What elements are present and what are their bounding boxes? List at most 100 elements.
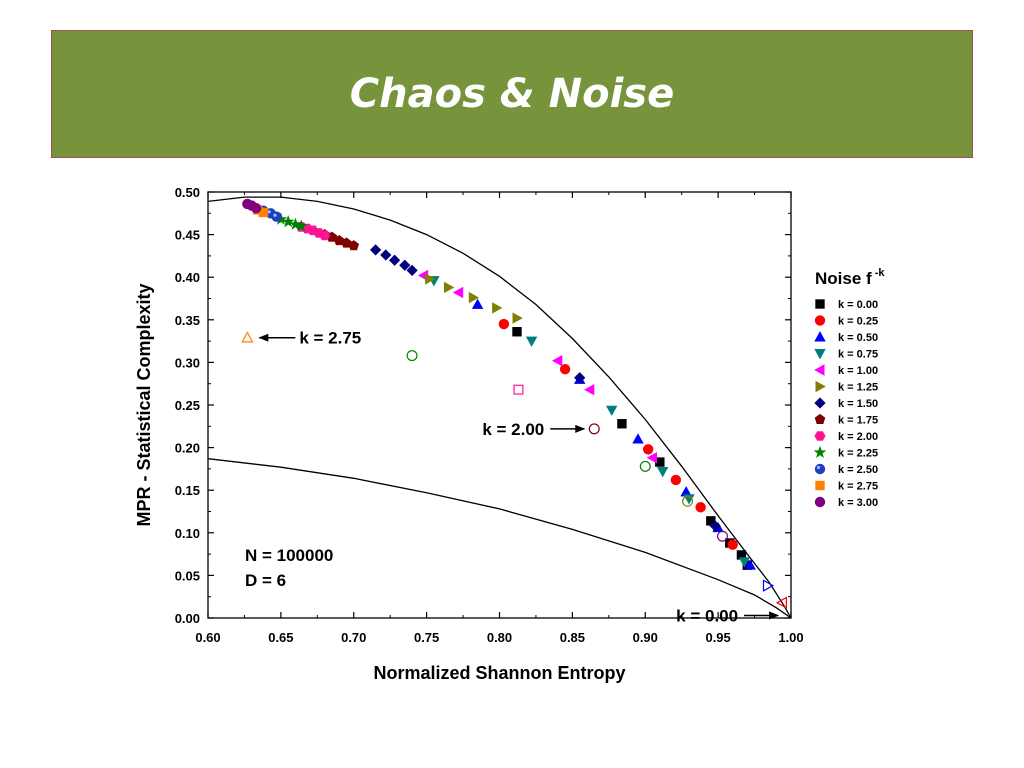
data-point-series-9	[289, 217, 302, 230]
legend-marker-3	[814, 348, 826, 360]
legend-label: k = 0.75	[838, 349, 878, 361]
y-tick-label: 0.30	[175, 355, 200, 370]
legend-marker-5	[815, 380, 826, 393]
y-tick-label: 0.15	[175, 483, 200, 498]
data-point-series-6	[709, 520, 721, 532]
data-point-series-0	[512, 327, 522, 337]
x-tick-label: 1.00	[778, 630, 803, 645]
data-point-series-7	[348, 240, 360, 251]
legend-label: k = 2.50	[838, 464, 878, 476]
slide-title-bar: Chaos & Noise	[51, 30, 973, 158]
legend-label: k = 1.50	[838, 398, 878, 410]
y-tick-label: 0.20	[175, 441, 200, 456]
legend-marker-8	[814, 431, 826, 441]
legend-marker-9	[813, 445, 827, 458]
data-point-series-1	[642, 444, 654, 455]
data-point-series-4	[551, 354, 563, 367]
data-point-series-5	[443, 281, 455, 294]
legend-label: k = 1.00	[838, 365, 878, 377]
legend-marker-2	[814, 331, 826, 342]
data-point-series-2	[471, 298, 484, 309]
legend-marker-6	[814, 397, 826, 409]
open-point-series-11	[241, 331, 254, 343]
open-point-series-7	[588, 423, 600, 435]
legend-marker-11	[815, 480, 825, 491]
data-point-series-5	[468, 291, 480, 304]
open-point-series-2	[762, 579, 775, 592]
x-tick-label: 0.60	[195, 630, 220, 645]
data-point-series-1	[559, 364, 571, 375]
open-point-series-5	[682, 495, 694, 507]
info-text: D = 6	[245, 571, 286, 590]
x-tick-label: 0.95	[705, 630, 730, 645]
data-point-series-1	[498, 318, 510, 330]
x-tick-label: 0.65	[268, 630, 293, 645]
legend-title: Noise f -k	[815, 267, 885, 288]
open-point-series-9	[639, 460, 651, 472]
x-tick-label: 0.70	[341, 630, 366, 645]
info-text: N = 100000	[245, 546, 333, 565]
legend-label: k = 3.00	[838, 497, 878, 509]
data-point-series-3	[656, 466, 669, 478]
y-tick-label: 0.25	[175, 398, 200, 413]
data-point-series-9	[294, 219, 308, 232]
legend-label: k = 0.50	[838, 332, 878, 344]
legend-marker-10	[814, 463, 826, 475]
y-tick-label: 0.10	[175, 526, 200, 541]
legend-label: k = 2.75	[838, 481, 878, 493]
data-point-series-3	[605, 405, 618, 416]
data-point-series-0	[617, 419, 627, 429]
data-point-series-9	[281, 215, 295, 228]
data-point-series-3	[738, 557, 751, 568]
legend-label: k = 2.25	[838, 448, 878, 460]
legend-marker-12	[814, 496, 826, 508]
data-point-series-6	[369, 244, 382, 256]
data-point-series-10-highlight	[267, 210, 271, 214]
slide-title: Chaos & Noise	[349, 71, 675, 117]
legend-label: k = 2.00	[838, 431, 878, 443]
legend-label: k = 1.75	[838, 415, 878, 427]
data-point-series-6	[406, 264, 418, 277]
legend-marker-0	[815, 299, 825, 309]
data-point-series-2	[744, 559, 756, 570]
legend-marker-7	[814, 413, 826, 425]
x-axis-title: Normalized Shannon Entropy	[373, 663, 625, 683]
data-point-series-5	[512, 312, 523, 324]
open-point-series-1	[775, 596, 788, 609]
open-point-series-9	[406, 350, 418, 362]
y-tick-label: 0.45	[175, 228, 200, 243]
x-tick-label: 0.80	[487, 630, 512, 645]
open-point-series-8	[513, 384, 524, 395]
data-point-series-3	[525, 336, 538, 347]
y-axis-title: MPR - Statistical Complexity	[134, 283, 154, 526]
lower-bound-curve	[208, 458, 791, 618]
data-point-series-6	[380, 249, 392, 261]
legend-label: k = 1.25	[838, 382, 878, 394]
legend-marker-1	[814, 315, 826, 326]
x-tick-label: 0.90	[633, 630, 658, 645]
data-point-series-8	[319, 230, 331, 241]
annotation-label: k = 0.00	[676, 606, 738, 625]
legend-label: k = 0.25	[838, 316, 878, 328]
annotation-label: k = 2.75	[299, 329, 361, 348]
y-tick-label: 0.05	[175, 568, 200, 583]
data-point-series-1	[695, 502, 706, 513]
data-point-series-6	[574, 372, 586, 384]
data-point-series-1	[727, 539, 738, 550]
y-tick-label: 0.00	[175, 611, 200, 626]
data-point-series-10	[271, 211, 282, 222]
data-point-series-5	[425, 273, 436, 285]
annotation-label: k = 2.00	[482, 420, 544, 439]
data-point-series-12	[250, 202, 262, 214]
y-tick-label: 0.40	[175, 270, 200, 285]
legend-marker-4	[814, 364, 825, 376]
data-point-series-4	[646, 452, 658, 464]
x-tick-label: 0.75	[414, 630, 439, 645]
data-point-series-4	[452, 286, 464, 299]
legend-marker-10-highlight	[816, 465, 821, 470]
data-point-series-6	[399, 259, 411, 271]
data-point-series-6	[388, 254, 401, 266]
y-tick-label: 0.35	[175, 313, 200, 328]
open-point-series-12	[716, 530, 728, 542]
